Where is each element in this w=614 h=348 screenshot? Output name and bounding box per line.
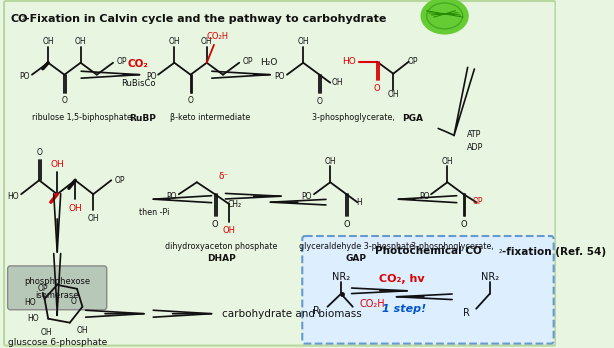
Text: OH: OH [324,157,336,166]
Text: 3-phosphoglycerate,: 3-phosphoglycerate, [411,243,496,252]
Text: CO₂H: CO₂H [206,32,228,41]
Text: OH: OH [68,204,82,213]
Text: ribulose 1,5-biphosphate,: ribulose 1,5-biphosphate, [32,113,136,122]
Text: $_2$: $_2$ [498,247,503,256]
Text: OH: OH [87,214,99,223]
Text: gluscose 6-phosphate: gluscose 6-phosphate [7,338,107,347]
Text: 3-phosphoglycerate,: 3-phosphoglycerate, [312,113,397,122]
Text: H: H [356,198,362,207]
Text: CO: CO [10,14,28,24]
Text: ATP: ATP [467,130,481,139]
Text: PGA: PGA [403,114,424,123]
Text: O: O [71,297,76,306]
Text: ADP: ADP [467,143,484,152]
Text: O: O [343,220,350,229]
Text: BGA: BGA [494,244,515,253]
Text: O: O [316,97,322,106]
Text: OP: OP [408,57,418,66]
Text: OH: OH [332,78,343,87]
Text: PO: PO [20,72,30,81]
Text: R: R [313,306,321,316]
Text: OP: OP [473,197,483,206]
Text: CO₂, hv: CO₂, hv [379,274,424,284]
Text: GAP: GAP [346,254,367,263]
Text: phosphohexose: phosphohexose [24,277,90,286]
Text: -fixation (Ref. 54): -fixation (Ref. 54) [502,247,607,257]
Text: OH: OH [223,226,236,235]
Text: carbohydrate and biomass: carbohydrate and biomass [222,309,361,319]
Text: O: O [36,148,42,157]
Text: PO: PO [146,72,157,81]
Text: then -Pi: then -Pi [139,208,169,217]
Text: OP: OP [117,57,127,66]
Text: NR₂: NR₂ [481,272,499,282]
Text: OH: OH [441,157,453,166]
Text: HO: HO [24,298,36,307]
Text: $_2$: $_2$ [21,14,26,23]
Text: OP: OP [243,57,254,66]
Text: β-keto intermediate: β-keto intermediate [170,113,251,122]
Text: -Fixation in Calvin cycle and the pathway to carbohydrate: -Fixation in Calvin cycle and the pathwa… [25,14,386,24]
Text: OH: OH [42,37,54,46]
Text: HO: HO [28,314,39,323]
Text: CH₂: CH₂ [228,200,242,209]
FancyBboxPatch shape [302,236,554,343]
Text: PO: PO [166,192,177,201]
Text: RuBisCo: RuBisCo [121,79,155,88]
Text: DHAP: DHAP [207,254,236,263]
Text: H₂O: H₂O [260,58,278,67]
Ellipse shape [421,0,468,34]
FancyBboxPatch shape [4,1,556,346]
Text: PO: PO [419,192,429,201]
Text: CO₂: CO₂ [128,59,149,69]
Text: O: O [460,220,467,229]
Text: Photochemical CO: Photochemical CO [375,246,482,256]
Text: δ⁻: δ⁻ [219,172,229,181]
Text: 1 step!: 1 step! [381,304,426,314]
Text: R: R [463,308,470,318]
FancyBboxPatch shape [7,266,107,310]
Text: RuBP: RuBP [130,114,156,123]
Text: CO₂H: CO₂H [359,299,384,309]
Text: O: O [61,96,68,105]
Text: OH: OH [168,37,180,46]
Text: PO: PO [274,72,285,81]
Text: OP: OP [37,284,48,293]
Text: OH: OH [201,37,212,46]
Text: dihydroxyaceton phosphate: dihydroxyaceton phosphate [165,243,278,252]
Text: glyceraldehyde 3-phosphate: glyceraldehyde 3-phosphate [299,243,414,252]
Text: O: O [212,220,218,229]
Text: HO: HO [341,57,356,66]
Text: OH: OH [75,37,87,46]
Text: O: O [374,84,381,93]
Text: OH: OH [77,326,88,335]
Text: OH: OH [297,37,309,46]
Text: O: O [188,96,193,105]
Text: OH: OH [387,90,399,99]
Text: NR₂: NR₂ [332,272,350,282]
Text: OP: OP [115,176,125,185]
Text: isomerase: isomerase [36,291,79,300]
Text: HO: HO [8,192,20,201]
Text: OH: OH [41,328,52,337]
Text: OH: OH [50,160,64,169]
Text: PO: PO [301,192,312,201]
